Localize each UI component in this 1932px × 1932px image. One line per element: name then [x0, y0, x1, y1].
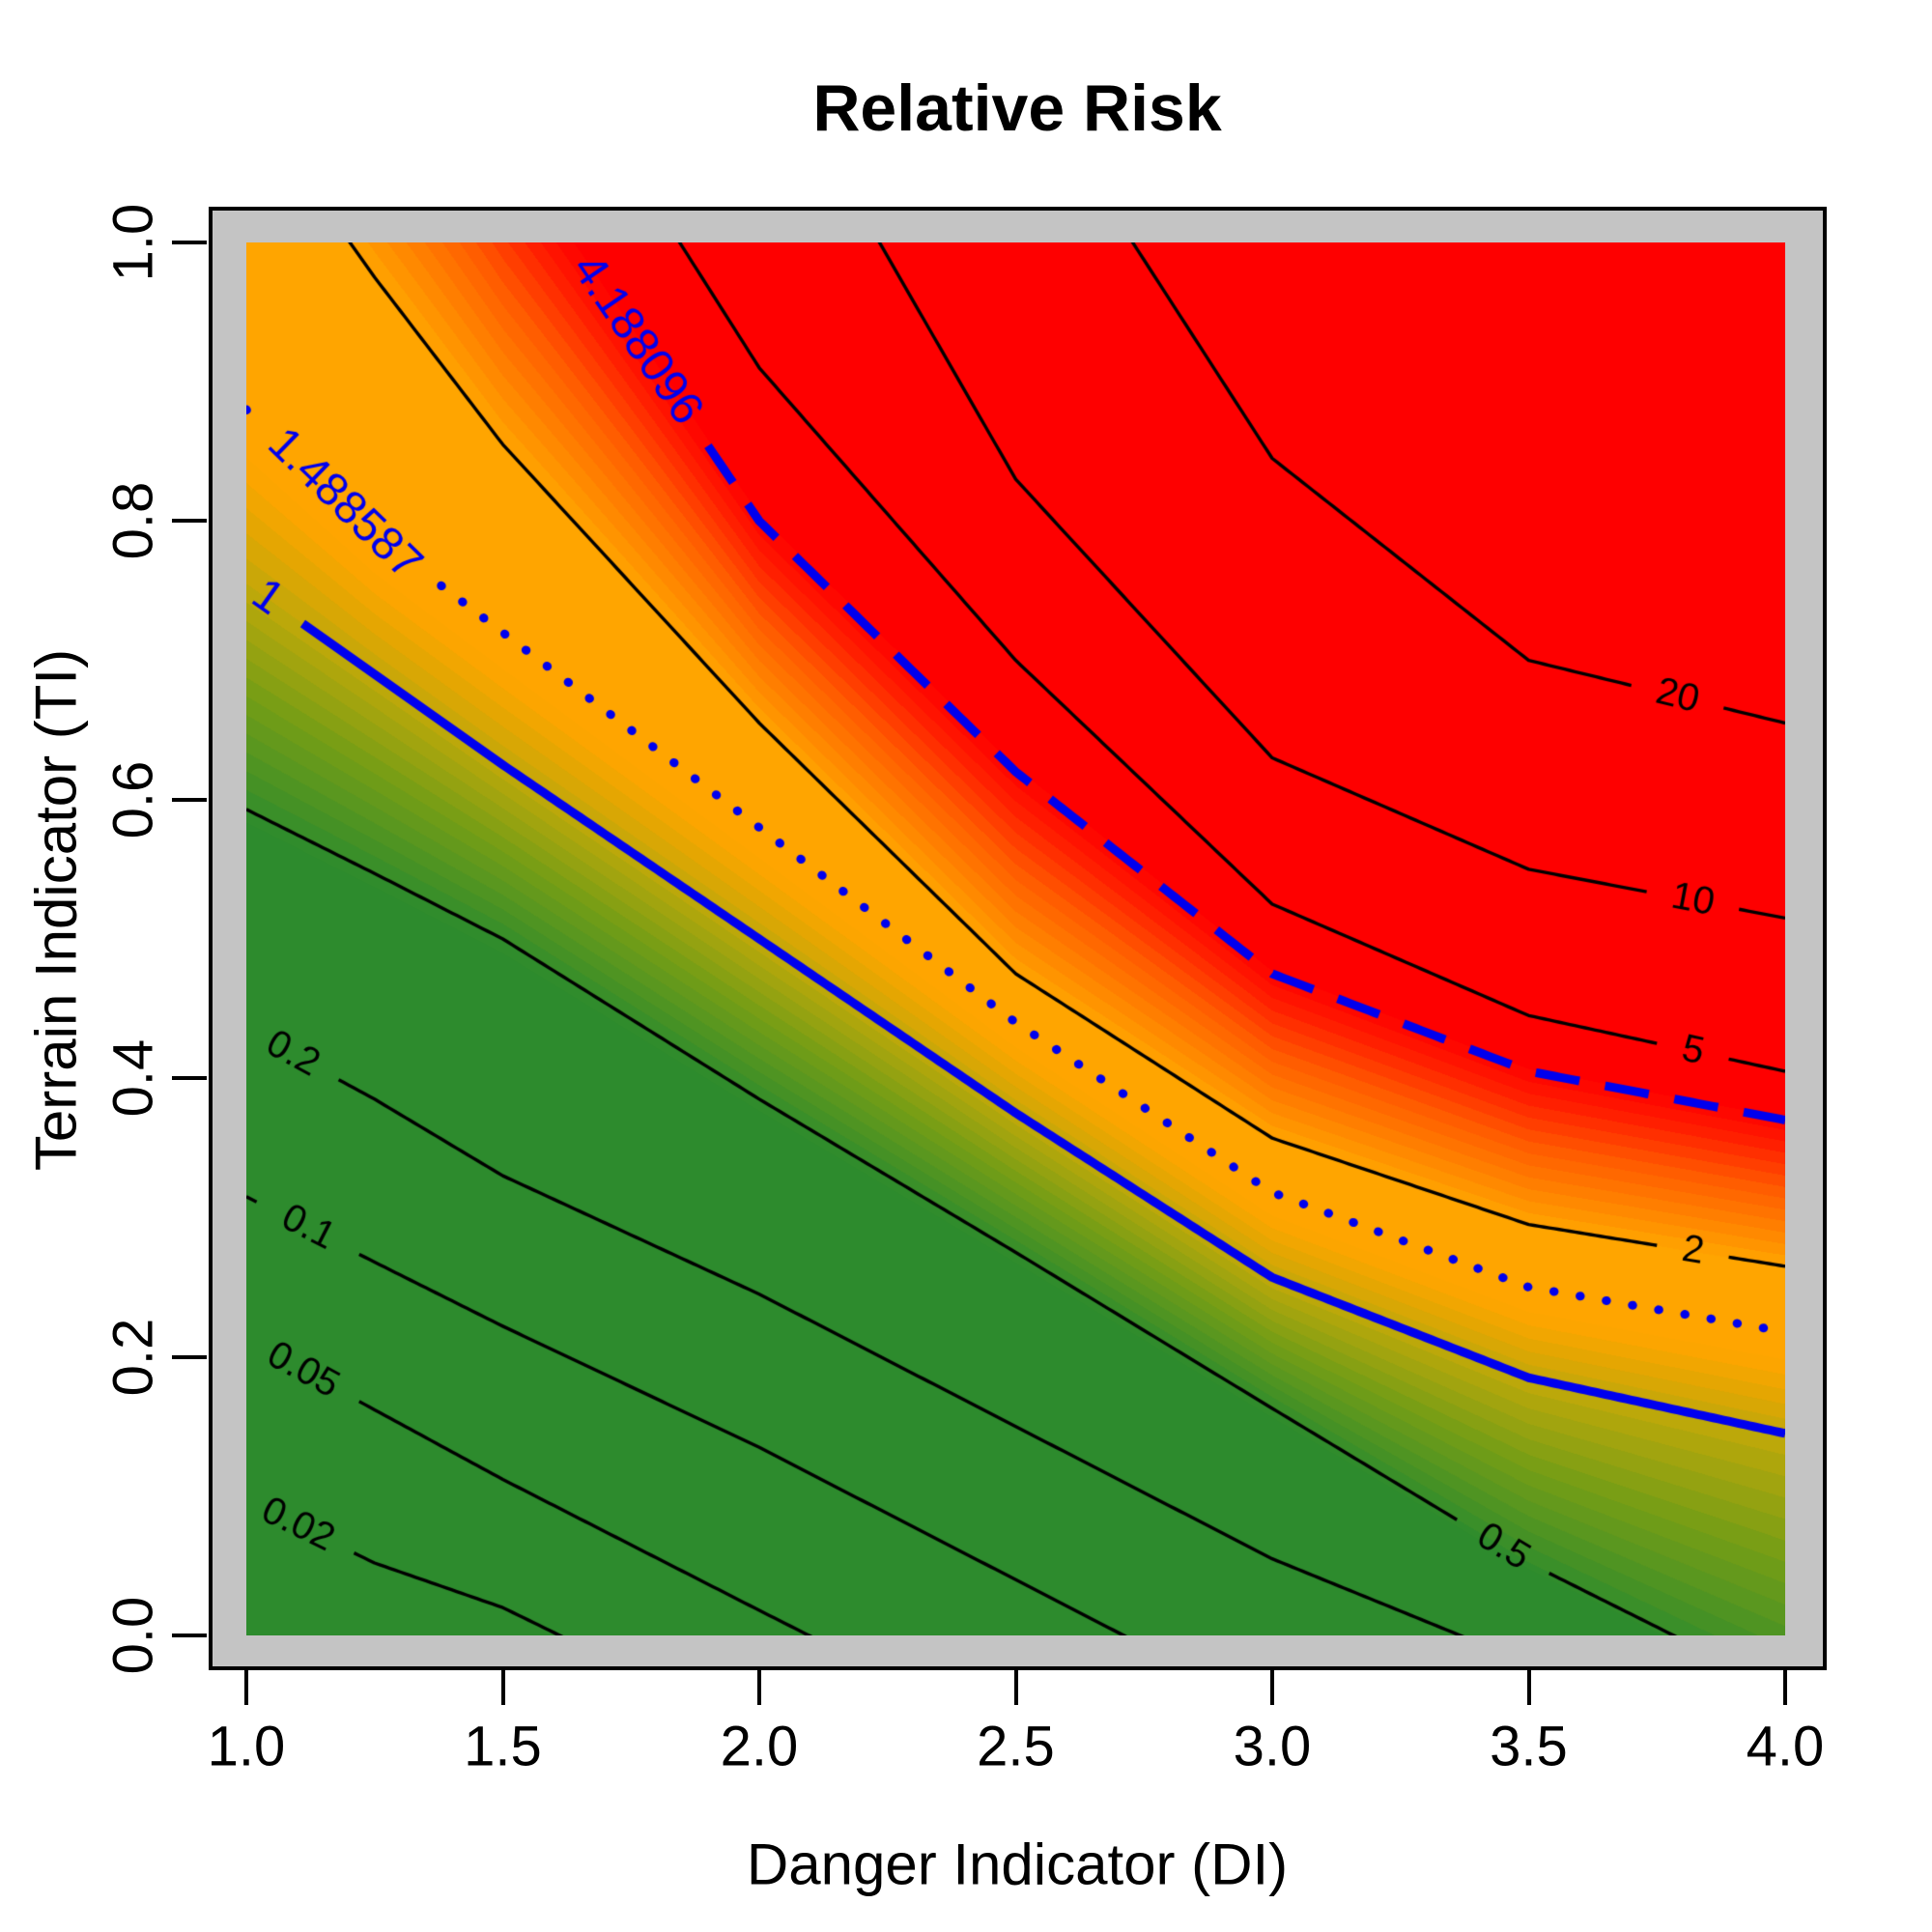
- y-tick: [172, 797, 207, 802]
- y-tick: [172, 1076, 207, 1081]
- x-tick-label: 3.5: [1490, 1715, 1568, 1778]
- x-tick: [1526, 1670, 1531, 1705]
- y-tick: [172, 519, 207, 524]
- x-tick-label: 1.5: [464, 1715, 542, 1778]
- y-axis-title: Terrain Indicator (TI): [23, 648, 89, 1172]
- y-tick-label: 0.4: [101, 1038, 165, 1118]
- y-tick: [172, 241, 207, 244]
- x-tick: [244, 1670, 248, 1705]
- x-tick-label: 3.0: [1233, 1715, 1312, 1778]
- x-tick: [1013, 1670, 1018, 1705]
- y-tick-label: 1.0: [101, 203, 165, 282]
- x-axis-title: Danger Indicator (DI): [746, 1832, 1289, 1897]
- x-tick: [1270, 1670, 1274, 1705]
- y-tick: [172, 1354, 207, 1359]
- plot-canvas: [246, 242, 1785, 1635]
- y-tick: [172, 1634, 207, 1637]
- x-tick-label: 2.5: [977, 1715, 1055, 1778]
- x-tick: [500, 1670, 505, 1705]
- plot-title: Relative Risk: [812, 71, 1222, 145]
- x-tick-label: 4.0: [1746, 1715, 1825, 1778]
- y-tick-label: 0.0: [101, 1596, 165, 1675]
- x-tick: [757, 1670, 761, 1705]
- x-tick-label: 1.0: [207, 1715, 286, 1778]
- y-tick-label: 0.8: [101, 482, 165, 560]
- x-tick: [1783, 1670, 1787, 1705]
- y-tick-label: 0.6: [101, 760, 165, 839]
- x-tick-label: 2.0: [720, 1715, 799, 1778]
- y-tick-label: 0.2: [101, 1318, 165, 1396]
